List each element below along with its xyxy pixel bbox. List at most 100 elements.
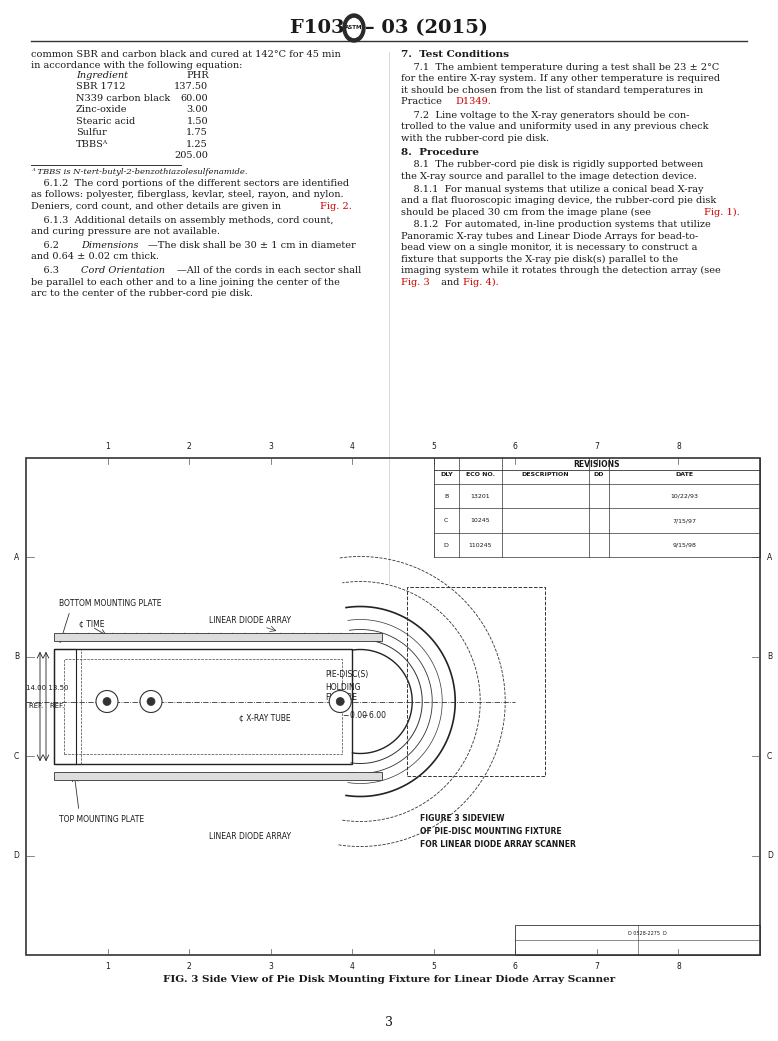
Circle shape — [147, 697, 155, 706]
Text: ¢ X-RAY TUBE: ¢ X-RAY TUBE — [239, 713, 291, 722]
Text: OF PIE-DISC MOUNTING FIXTURE: OF PIE-DISC MOUNTING FIXTURE — [420, 827, 562, 836]
Text: TOP MOUNTING PLATE: TOP MOUNTING PLATE — [59, 815, 144, 823]
Ellipse shape — [347, 19, 361, 37]
Text: 3.00: 3.00 — [187, 105, 208, 115]
Text: N339 carbon black: N339 carbon black — [76, 94, 170, 103]
Text: common SBR and carbon black and cured at 142°C for 45 min: common SBR and carbon black and cured at… — [31, 50, 341, 59]
Text: DD: DD — [594, 472, 604, 477]
Text: 8.1.2  For automated, in-line production systems that utilize: 8.1.2 For automated, in-line production … — [401, 221, 711, 229]
Text: trolled to the value and uniformity used in any previous check: trolled to the value and uniformity used… — [401, 123, 709, 131]
Text: 4: 4 — [350, 442, 355, 451]
Text: B: B — [767, 653, 772, 661]
Text: arc to the center of the rubber-cord pie disk.: arc to the center of the rubber-cord pie… — [31, 289, 253, 298]
Bar — [54, 772, 382, 780]
Text: the X-ray source and parallel to the image detection device.: the X-ray source and parallel to the ima… — [401, 172, 697, 181]
Text: 6: 6 — [513, 442, 518, 451]
Bar — [54, 633, 382, 641]
Text: be parallel to each other and to a line joining the center of the: be parallel to each other and to a line … — [31, 278, 340, 286]
Bar — [64, 659, 342, 754]
Text: Sulfur: Sulfur — [76, 128, 107, 137]
Text: D: D — [767, 852, 773, 860]
Circle shape — [103, 697, 111, 706]
Text: for the entire X-ray system. If any other temperature is required: for the entire X-ray system. If any othe… — [401, 74, 720, 83]
Text: REVISIONS: REVISIONS — [573, 460, 620, 469]
Text: 137.50: 137.50 — [173, 82, 208, 92]
Text: 1: 1 — [105, 962, 110, 971]
Text: 13201: 13201 — [471, 493, 490, 499]
Text: Fig. 2.: Fig. 2. — [320, 202, 352, 210]
Text: —All of the cords in each sector shall: —All of the cords in each sector shall — [177, 266, 361, 275]
Text: A: A — [14, 553, 19, 562]
Text: D1349.: D1349. — [455, 97, 491, 106]
Text: ¢ TIME: ¢ TIME — [79, 619, 104, 629]
Text: bead view on a single monitor, it is necessary to construct a: bead view on a single monitor, it is nec… — [401, 244, 697, 252]
Text: FIGURE 3 SIDEVIEW: FIGURE 3 SIDEVIEW — [420, 814, 505, 822]
Text: D: D — [443, 542, 449, 548]
Circle shape — [329, 690, 351, 712]
Text: 6: 6 — [513, 962, 518, 971]
Text: TBBSᴬ: TBBSᴬ — [76, 139, 108, 149]
Text: 1.25: 1.25 — [186, 139, 208, 149]
Text: ECO NO.: ECO NO. — [466, 472, 495, 477]
Text: D 0528-2275  D: D 0528-2275 D — [629, 931, 667, 936]
Text: C: C — [767, 752, 773, 761]
Text: 60.00: 60.00 — [180, 94, 208, 103]
Circle shape — [336, 697, 344, 706]
Text: Practice: Practice — [401, 97, 445, 106]
Text: fixture that supports the X-ray pie disk(s) parallel to the: fixture that supports the X-ray pie disk… — [401, 255, 678, 263]
Text: C: C — [14, 752, 19, 761]
Text: C: C — [444, 518, 448, 524]
Text: 1: 1 — [105, 442, 110, 451]
Text: 3: 3 — [268, 442, 273, 451]
Text: LINEAR DIODE ARRAY: LINEAR DIODE ARRAY — [209, 832, 291, 840]
Text: D: D — [13, 852, 19, 860]
Text: 9/15/98: 9/15/98 — [672, 542, 696, 548]
Text: 14.00 13.50: 14.00 13.50 — [26, 686, 68, 691]
Text: PIE-DISC(S): PIE-DISC(S) — [325, 670, 369, 680]
Text: 6.1.3  Additional details on assembly methods, cord count,: 6.1.3 Additional details on assembly met… — [31, 215, 334, 225]
Text: Ingredient: Ingredient — [76, 71, 128, 80]
Text: 8.  Procedure: 8. Procedure — [401, 148, 479, 157]
Text: 3: 3 — [385, 1016, 393, 1030]
Text: DESCRIPTION: DESCRIPTION — [521, 472, 569, 477]
Text: B: B — [444, 493, 448, 499]
Text: 6.1.2  The cord portions of the different sectors are identified: 6.1.2 The cord portions of the different… — [31, 179, 349, 187]
Text: with the rubber-cord pie disk.: with the rubber-cord pie disk. — [401, 134, 549, 143]
Text: Fig. 1).: Fig. 1). — [704, 207, 740, 217]
Text: Deniers, cord count, and other details are given in: Deniers, cord count, and other details a… — [31, 202, 284, 210]
Text: should be placed 30 cm from the image plane (see: should be placed 30 cm from the image pl… — [401, 207, 654, 217]
Text: 7: 7 — [594, 962, 599, 971]
Text: 5: 5 — [431, 442, 436, 451]
Text: LINEAR DIODE ARRAY: LINEAR DIODE ARRAY — [209, 616, 291, 625]
Circle shape — [96, 690, 118, 712]
Text: DATE: DATE — [675, 472, 693, 477]
Text: Zinc-oxide: Zinc-oxide — [76, 105, 128, 115]
Text: imaging system while it rotates through the detection array (see: imaging system while it rotates through … — [401, 266, 720, 275]
Text: and a flat fluoroscopic imaging device, the rubber-cord pie disk: and a flat fluoroscopic imaging device, … — [401, 196, 717, 205]
Text: F1035 – 03 (2015): F1035 – 03 (2015) — [290, 19, 488, 37]
Text: Cord Orientation: Cord Orientation — [81, 266, 165, 275]
Text: Dimensions: Dimensions — [81, 240, 138, 250]
Text: 1.50: 1.50 — [187, 117, 208, 126]
Text: as follows: polyester, fiberglass, kevlar, steel, rayon, and nylon.: as follows: polyester, fiberglass, kevla… — [31, 191, 344, 199]
Text: FOR LINEAR DIODE ARRAY SCANNER: FOR LINEAR DIODE ARRAY SCANNER — [420, 840, 576, 848]
Text: REF.   REF.: REF. REF. — [30, 703, 65, 709]
Text: Fig. 3: Fig. 3 — [401, 278, 429, 286]
Text: in accordance with the following equation:: in accordance with the following equatio… — [31, 61, 243, 71]
Text: FIG. 3 Side View of Pie Disk Mounting Fixture for Linear Diode Array Scanner: FIG. 3 Side View of Pie Disk Mounting Fi… — [163, 975, 615, 984]
Text: ᴬ TBBS is N‑tert‑butyl‑2‑benzothiazolesulfenamide.: ᴬ TBBS is N‑tert‑butyl‑2‑benzothiazolesu… — [31, 169, 247, 177]
Ellipse shape — [343, 14, 365, 42]
Bar — [515, 925, 760, 955]
Text: ─ 0.00: ─ 0.00 — [342, 711, 366, 720]
Text: and 0.64 ± 0.02 cm thick.: and 0.64 ± 0.02 cm thick. — [31, 252, 159, 261]
Text: FIXTURE: FIXTURE — [325, 693, 357, 703]
Text: 7.  Test Conditions: 7. Test Conditions — [401, 50, 509, 59]
Text: 8.1  The rubber-cord pie disk is rigidly supported between: 8.1 The rubber-cord pie disk is rigidly … — [401, 160, 703, 170]
Text: 4: 4 — [350, 962, 355, 971]
Text: 6.3: 6.3 — [31, 266, 65, 275]
Text: 10/22/93: 10/22/93 — [671, 493, 699, 499]
Text: ASTM: ASTM — [345, 25, 363, 30]
Bar — [54, 649, 352, 764]
Text: ─ 6.00: ─ 6.00 — [363, 711, 386, 720]
Text: 2: 2 — [187, 962, 191, 971]
